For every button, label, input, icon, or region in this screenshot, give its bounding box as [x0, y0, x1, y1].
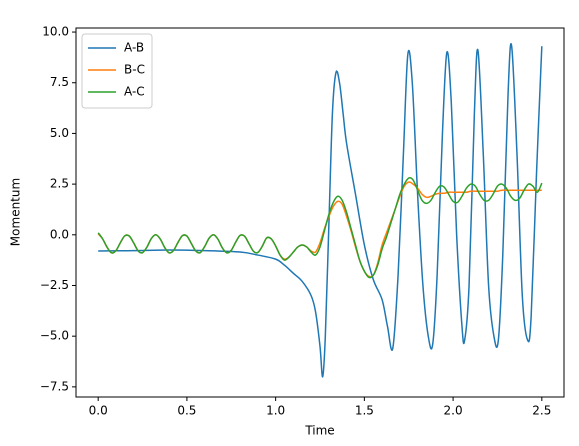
legend-label: B-C	[124, 63, 145, 77]
legend-label: A-B	[124, 41, 144, 55]
x-tick-label: 0.0	[89, 404, 108, 418]
x-tick-label: 2.0	[444, 404, 463, 418]
x-axis-label: Time	[304, 424, 334, 438]
y-axis-label: Momentum	[9, 178, 23, 246]
x-tick-label: 0.5	[177, 404, 196, 418]
y-tick-label: 2.5	[50, 177, 69, 191]
line-series	[98, 43, 543, 378]
y-tick-label: −2.5	[40, 278, 69, 292]
y-tick-label: 7.5	[50, 75, 69, 89]
y-tick-label: 5.0	[50, 126, 69, 140]
y-tick-label: 0.0	[50, 227, 69, 241]
x-tick-label: 2.5	[532, 404, 551, 418]
y-tick-label: −7.5	[40, 379, 69, 393]
legend-box	[81, 33, 153, 109]
axes-frame	[75, 27, 565, 398]
y-tick-label: 10.0	[42, 25, 69, 39]
legend-label: A-C	[124, 85, 145, 99]
x-tick-label: 1.5	[355, 404, 374, 418]
x-tick-label: 1.0	[266, 404, 285, 418]
y-tick-label: −5.0	[40, 329, 69, 343]
line-series	[97, 177, 543, 279]
